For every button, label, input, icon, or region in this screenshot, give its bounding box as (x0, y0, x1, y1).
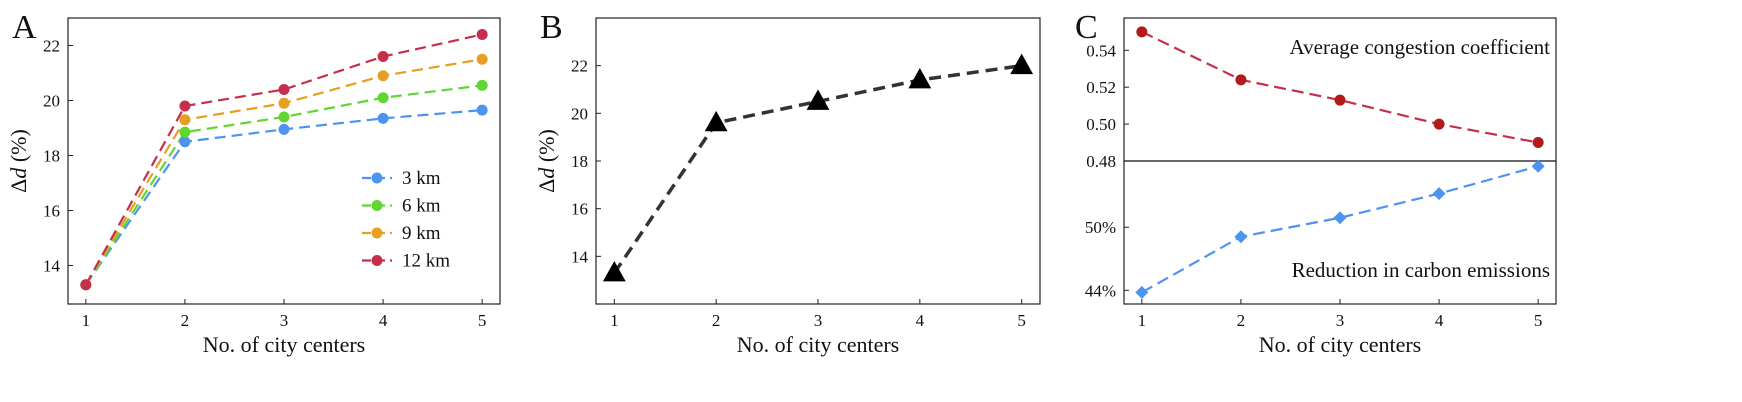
c-top-ytick-label: 0.54 (1086, 41, 1116, 60)
c-top-ytick-label: 0.52 (1086, 78, 1116, 97)
panel-b-frame (595, 17, 1041, 305)
a-ytick-label: 16 (43, 202, 60, 221)
c-xtick-label: 5 (1534, 311, 1543, 330)
c-bottom-point-diamond (1531, 159, 1545, 173)
a-legend-swatch-marker (371, 172, 383, 184)
c-top-ytick-label: 0.48 (1086, 152, 1116, 171)
b-xtick-label: 5 (1017, 311, 1026, 330)
b-xtick-label: 2 (712, 311, 721, 330)
c-x-axis-label: No. of city centers (1259, 332, 1422, 357)
a-ytick-label: 22 (43, 37, 60, 56)
a-point (476, 79, 488, 91)
panel-c: C 0.48 0.50 0.52 0.54 Average congestion coe… (1075, 9, 1557, 357)
c-top-series-line (1141, 30, 1539, 144)
c-xtick-label: 4 (1435, 311, 1444, 330)
a-point (476, 104, 488, 116)
a-x-axis-label: No. of city centers (203, 332, 366, 357)
b-xtick-label: 1 (610, 311, 619, 330)
b-point-triangle (602, 261, 626, 282)
b-point-triangle (806, 89, 830, 110)
a-legend-swatch-marker (371, 200, 383, 211)
a-ytick-label: 14 (43, 257, 61, 276)
c-bottom-annotation: Reduction in carbon emissions (1292, 258, 1550, 282)
b-y-axis-label: Δd (%) (534, 129, 559, 193)
c-bottom-point-diamond (1135, 285, 1149, 299)
c-bottom-ytick-label: 44% (1085, 281, 1116, 300)
a-y-axis-label: Δd (%) (6, 129, 31, 193)
a-point (377, 112, 389, 124)
c-top-point (1433, 118, 1445, 130)
b-ytick-label: 18 (571, 152, 588, 171)
panel-b-letter: B (540, 9, 563, 46)
a-xtick-label: 3 (280, 311, 289, 330)
a-point (179, 126, 191, 138)
c-bottom-ytick-label: 50% (1085, 218, 1116, 237)
a-xtick-label: 1 (82, 311, 91, 330)
a-ytick-label: 20 (43, 92, 60, 111)
panel-c-letter: C (1075, 9, 1098, 46)
a-legend-label: 3 km (402, 168, 441, 189)
c-bottom-point-diamond (1432, 187, 1446, 201)
b-ytick-label: 16 (571, 200, 588, 219)
a-xtick-label: 4 (379, 311, 388, 330)
b-ytick-label: 14 (571, 247, 589, 266)
a-legend-swatch-marker (371, 255, 383, 266)
b-xtick-label: 3 (814, 311, 823, 330)
c-bottom-series-line (1141, 165, 1539, 294)
a-point (377, 92, 389, 104)
c-top-point (1235, 74, 1247, 86)
a-point (179, 114, 191, 126)
b-ytick-label: 20 (571, 104, 588, 123)
b-xtick-label: 4 (916, 311, 925, 330)
c-top-point (1532, 137, 1544, 149)
c-xtick-label: 1 (1138, 311, 1147, 330)
a-legend-label: 6 km (402, 196, 441, 217)
a-ytick-label: 18 (43, 147, 60, 166)
a-point (476, 29, 488, 40)
c-xtick-label: 3 (1336, 311, 1345, 330)
a-series-line (84, 33, 483, 286)
panel-a-letter: A (12, 9, 37, 46)
b-point-triangle (908, 67, 932, 89)
a-xtick-label: 5 (478, 311, 487, 330)
panel-b: B 1 2 3 4 5 14 16 18 20 22 No. of city centers Δd (… (534, 9, 1041, 357)
a-point (377, 51, 389, 62)
a-point (278, 84, 290, 95)
a-point (179, 136, 191, 148)
a-point (80, 279, 92, 291)
c-bottom-point-diamond (1333, 211, 1347, 225)
a-legend-label: 9 km (402, 223, 441, 244)
c-top-annotation: Average congestion coefficient (1290, 35, 1551, 59)
a-point (278, 97, 290, 109)
c-top-ytick-label: 0.50 (1086, 115, 1116, 134)
b-ytick-label: 22 (571, 57, 588, 76)
a-legend-swatch-marker (371, 227, 383, 239)
c-xtick-label: 2 (1237, 311, 1246, 330)
b-point-triangle (704, 110, 728, 132)
a-point (476, 53, 488, 65)
b-point-triangle (1010, 53, 1034, 75)
a-point (278, 123, 290, 135)
a-point (278, 111, 290, 123)
c-top-point (1136, 26, 1148, 38)
panel-a: A 1 2 3 4 5 14 16 18 20 22 3 km 6 km 9 km 12 km No. of… (6, 9, 501, 357)
a-legend-label: 12 km (402, 251, 450, 272)
panel-c-bottom-frame (1123, 160, 1557, 305)
b-x-axis-label: No. of city centers (737, 332, 900, 357)
a-point (179, 100, 191, 112)
a-xtick-label: 2 (181, 311, 190, 330)
c-bottom-point-diamond (1234, 230, 1248, 244)
c-top-point (1334, 94, 1346, 106)
a-point (377, 70, 389, 82)
